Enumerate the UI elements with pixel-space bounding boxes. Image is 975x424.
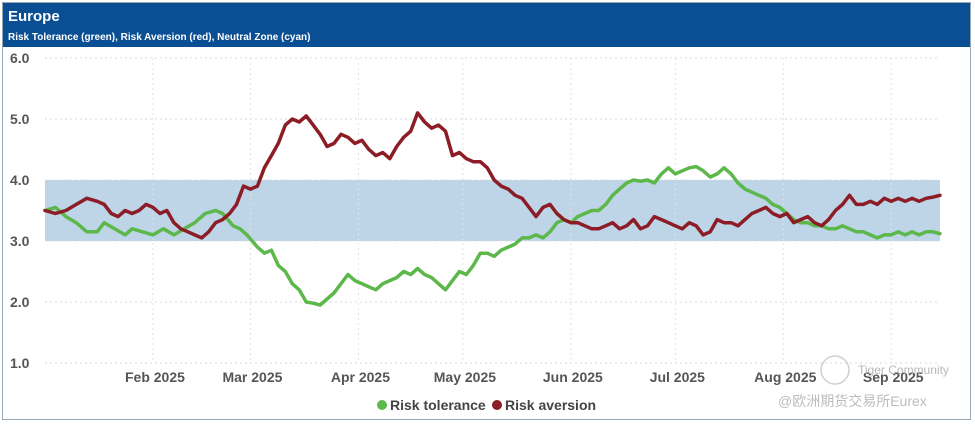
x-axis-ticks: Feb 2025 Mar 2025 Apr 2025 May 2025 Jun 2025…: [125, 369, 924, 385]
gridlines: [45, 57, 940, 364]
watermark-logo-icon: [820, 355, 850, 385]
y-axis-ticks: 6.0 5.0 4.0 3.0 2.0 1.0: [10, 50, 30, 371]
x-tick-label: Feb 2025: [125, 369, 185, 385]
legend-marker-tolerance: [377, 400, 387, 410]
legend-label-aversion[interactable]: Risk aversion: [505, 397, 596, 413]
legend: Risk tolerance Risk aversion: [377, 397, 596, 413]
x-tick-label: Mar 2025: [222, 369, 282, 385]
y-tick-label: 4.0: [10, 172, 30, 188]
legend-marker-aversion: [492, 400, 502, 410]
series-line-aversion[interactable]: [43, 111, 942, 240]
y-tick-label: 3.0: [10, 233, 30, 249]
y-tick-label: 6.0: [10, 50, 30, 66]
x-tick-label: Aug 2025: [754, 369, 816, 385]
watermark-line1: Tiger Community: [858, 363, 949, 377]
x-tick-label: Sep 2025: [863, 369, 924, 385]
watermark: Tiger Community @欧洲期货交易所Eurex: [778, 355, 949, 409]
y-tick-label: 2.0: [10, 294, 30, 310]
neutral-zone-band: [45, 180, 940, 241]
chart-subtitle: Risk Tolerance (green), Risk Aversion (r…: [8, 32, 311, 43]
legend-label-tolerance[interactable]: Risk tolerance: [390, 397, 486, 413]
x-tick-label: May 2025: [434, 369, 496, 385]
x-tick-label: Apr 2025: [331, 369, 390, 385]
series-lines: [43, 111, 942, 307]
chart-header: Europe Risk Tolerance (green), Risk Aver…: [3, 3, 970, 47]
y-tick-label: 1.0: [10, 355, 30, 371]
y-tick-label: 5.0: [10, 111, 30, 127]
x-tick-label: Jun 2025: [543, 369, 603, 385]
watermark-line2: @欧洲期货交易所Eurex: [778, 393, 927, 409]
chart-title: Europe: [8, 8, 60, 25]
series-line-tolerance[interactable]: [43, 164, 942, 307]
x-tick-label: Jul 2025: [650, 369, 705, 385]
